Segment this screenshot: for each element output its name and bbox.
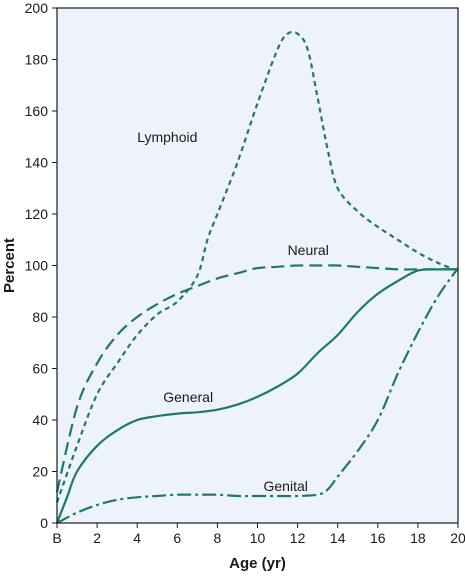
plot-area (57, 8, 458, 523)
y-tick-label: 200 (25, 0, 49, 16)
x-tick-label: 16 (370, 530, 386, 546)
x-tick-label: 4 (133, 530, 141, 546)
x-tick-label: 6 (173, 530, 181, 546)
series-line-lymphoid (55, 30, 459, 503)
series-label-neural: Neural (288, 242, 329, 258)
y-tick-label: 60 (32, 361, 48, 377)
y-tick-label: 100 (25, 258, 49, 274)
series-label-general: General (163, 389, 213, 405)
y-tick-label: 180 (25, 52, 49, 68)
x-tick-label: 14 (330, 530, 346, 546)
y-tick-label: 40 (32, 412, 48, 428)
series-label-genital: Genital (264, 478, 308, 494)
y-tick-label: 140 (25, 155, 49, 171)
x-tick-label: B (52, 530, 61, 546)
x-tick-label: 2 (93, 530, 101, 546)
y-axis-title: Percent (1, 238, 18, 293)
y-tick-label: 160 (25, 103, 49, 119)
x-tick-label: 10 (250, 530, 266, 546)
x-tick-label: 8 (214, 530, 222, 546)
series-labels: Lymphoid Neural General Genital (137, 129, 329, 494)
series-label-lymphoid: Lymphoid (137, 129, 197, 145)
y-tick-label: 120 (25, 206, 49, 222)
series-layer (55, 30, 459, 524)
series-line-genital (56, 267, 459, 524)
x-tick-label: 18 (410, 530, 426, 546)
y-tick-label: 20 (32, 464, 48, 480)
y-tick-label: 80 (32, 309, 48, 325)
x-tick-label: 12 (290, 530, 306, 546)
series-line-general (55, 268, 459, 524)
series-line-neural (55, 264, 458, 493)
x-axis-title: Age (yr) (229, 555, 286, 572)
y-tick-label: 0 (40, 515, 48, 531)
x-axis: B 2 4 6 8 10 12 14 16 18 20 (52, 523, 465, 546)
x-tick-label: 20 (450, 530, 465, 546)
y-axis: 0 20 40 60 80 100 120 140 160 180 200 (25, 0, 57, 531)
